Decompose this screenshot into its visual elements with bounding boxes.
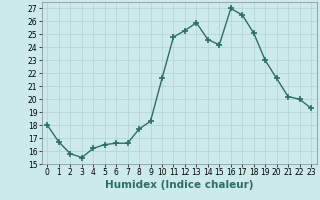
X-axis label: Humidex (Indice chaleur): Humidex (Indice chaleur) [105, 180, 253, 190]
